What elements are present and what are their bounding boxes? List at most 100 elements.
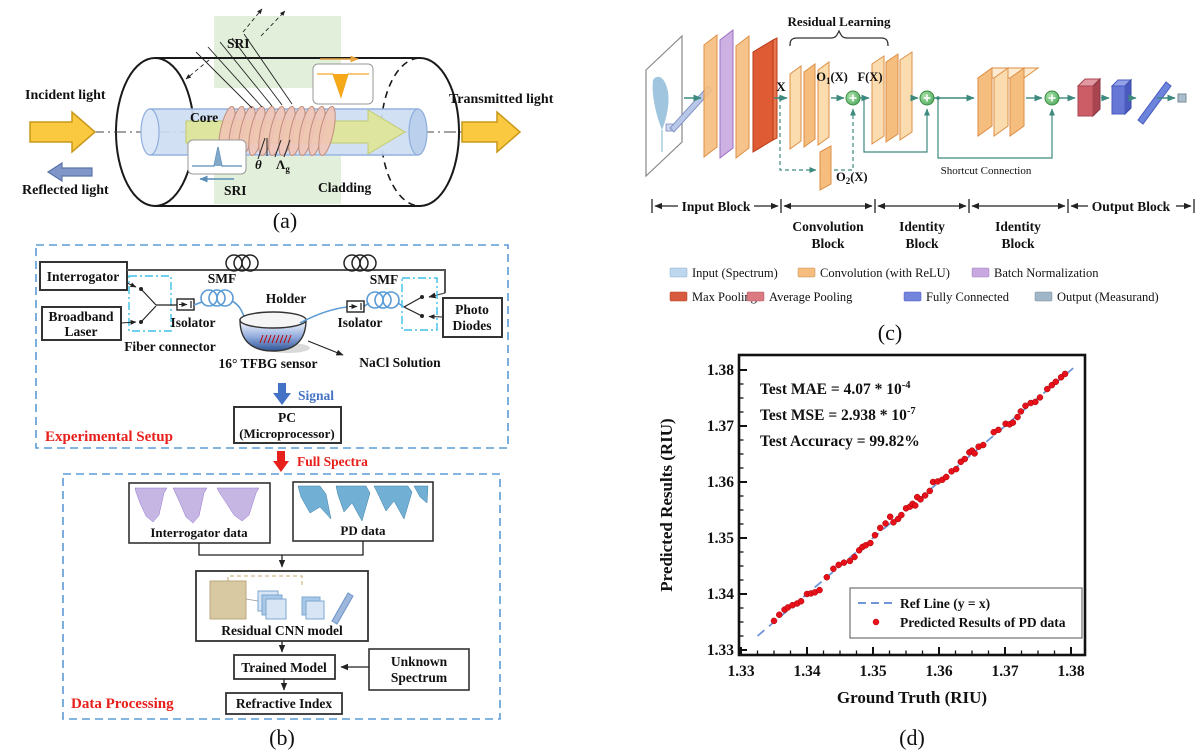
isolator-left-label: Isolator (171, 315, 216, 330)
sri-top-label: SRI (227, 36, 250, 51)
holder-dish (239, 311, 310, 353)
fiber-coil-top-right (343, 254, 377, 272)
signal-label: Signal (298, 388, 334, 403)
identity-block2-label: Identity (995, 219, 1041, 234)
axis-ticks (739, 369, 1072, 655)
unknown-spectrum-label2: Spectrum (391, 670, 448, 685)
legend-swatch-convolution (797, 267, 816, 278)
incident-light-arrow (29, 110, 97, 154)
isolator-left (176, 298, 195, 311)
fiber-connector-label: Fiber connector (124, 339, 216, 354)
transmission-spectrum-inset (312, 55, 374, 105)
legend-label-convolution: Convolution (with ReLU) (820, 266, 950, 280)
identity-block1-label2: Block (905, 236, 938, 251)
fiber-connector-right (401, 277, 444, 331)
panel-b-caption: (b) (269, 725, 295, 750)
full-spectra-label: Full Spectra (297, 454, 368, 469)
convolution-block-layers (789, 61, 830, 150)
broadband-laser-box (41, 306, 122, 341)
add-node-1 (845, 90, 861, 106)
nacl-solution-label: NaCl Solution (359, 355, 441, 370)
output-measurand-node (1177, 93, 1187, 103)
stat-accuracy: Test Accuracy = 99.82% (760, 433, 920, 450)
output-layer-bar (1137, 81, 1172, 125)
panel-d-chart: 1.33 1.34 1.35 1.36 1.37 1.38 1.33 1.34 1.35 1.36… (657, 353, 1087, 750)
legend-swatch-avgpool (746, 291, 765, 302)
photo-diodes-box (442, 297, 503, 338)
interrogator-data-label: Interrogator data (150, 525, 248, 540)
smf-left-label: SMF (208, 271, 237, 286)
svg-text:1.38: 1.38 (707, 362, 734, 379)
unknown-spectrum-label: Unknown (391, 654, 448, 669)
refractive-index-label: Refractive Index (236, 696, 333, 711)
residual-cnn-label: Residual CNN model (221, 623, 343, 638)
x-label: X (776, 79, 786, 94)
legend-label-avgpool: Average Pooling (769, 290, 853, 304)
legend-label-input: Input (Spectrum) (692, 266, 778, 280)
svg-text:1.34: 1.34 (793, 663, 820, 680)
photo-diodes-label: Photo (455, 302, 489, 317)
reflected-light-arrow (46, 161, 93, 183)
fiber-coil-top-left (225, 254, 259, 272)
fx-label: F(X) (858, 70, 883, 84)
panel-a-caption: (a) (273, 208, 297, 233)
experimental-setup-box (35, 244, 509, 449)
svg-text:1.36: 1.36 (707, 474, 734, 491)
data-processing-box (62, 473, 501, 720)
isolator-right (346, 300, 365, 313)
broadband-laser-label2: Laser (65, 324, 98, 339)
photo-diodes-label2: Diodes (452, 318, 491, 333)
convolution-block-label: Convolution (792, 219, 864, 234)
broadband-laser-label: Broadband (48, 309, 114, 324)
legend-refline-label: Ref Line (y = x) (900, 596, 990, 611)
incident-light-label: Incident light (25, 88, 106, 103)
output-block-label: Output Block (1092, 199, 1171, 214)
tilt-angle-label: θ (255, 157, 262, 172)
panel-b: Interrogator Broadband Laser Fiber conne… (10, 235, 610, 755)
experimental-setup-title: Experimental Setup (45, 429, 173, 445)
residual-learning-label: Residual Learning (788, 14, 891, 29)
o1-label: O1(X) (816, 70, 848, 86)
input-block-layers (703, 28, 778, 160)
axis-tick-labels: 1.33 1.34 1.35 1.36 1.37 1.38 1.33 1.34 1.35 1.36… (707, 362, 1085, 680)
tilt-angle-marks (257, 137, 291, 160)
panel-d: 1.33 1.34 1.35 1.36 1.37 1.38 1.33 1.34 1.35 1.36… (640, 345, 1200, 755)
o2-label: O2(X) (836, 170, 868, 186)
reflection-spectrum-inset (187, 139, 247, 183)
pc-label: PC (278, 410, 296, 425)
legend-swatch-output (1034, 291, 1053, 302)
transmitted-light-label: Transmitted light (449, 92, 554, 107)
interrogator-label: Interrogator (47, 269, 119, 284)
legend-label-batchnorm: Batch Normalization (994, 266, 1099, 280)
panel-c-caption: (c) (878, 320, 902, 345)
input-spectrum-thumbnail (652, 76, 669, 130)
panel-a: Incident light Transmitted light Reflect… (0, 0, 620, 235)
sri-bottom-label: SRI (224, 183, 247, 198)
residual-cnn-thumbnail (209, 575, 354, 625)
refractive-index-box (225, 692, 343, 715)
tfbg-sensor-label: 16° TFBG sensor (219, 356, 318, 371)
panel-c-figure: Residual Learning X O1(X) F(X) O2(X) Sho… (645, 14, 1195, 345)
signal-arrow (273, 383, 291, 405)
interrogator-spectra-thumbnail (134, 487, 260, 524)
full-spectra-arrow (273, 451, 289, 472)
panel-b-figure: Interrogator Broadband Laser Fiber conne… (35, 244, 509, 750)
transmitted-light-arrow (461, 110, 522, 154)
panel-c: Residual Learning X O1(X) F(X) O2(X) Sho… (620, 0, 1200, 350)
pc-box (233, 406, 342, 444)
add-node-2 (919, 90, 935, 106)
legend-points-label: Predicted Results of PD data (900, 615, 1066, 630)
legend-swatch-fc (903, 291, 922, 302)
smf-fiber-right (299, 291, 405, 324)
residual-learning-brace (789, 29, 889, 47)
svg-text:1.33: 1.33 (727, 663, 754, 680)
legend-swatch-maxpool (669, 291, 688, 302)
svg-text:1.35: 1.35 (859, 663, 886, 680)
input-block-label: Input Block (682, 199, 751, 214)
residual-dashed-path (778, 96, 856, 173)
legend-label-output: Output (Measurand) (1057, 290, 1159, 304)
identity-block1-label: Identity (899, 219, 945, 234)
grating-period-label: Λg (276, 157, 290, 174)
chart-legend: Ref Line (y = x) Predicted Results of PD… (849, 587, 1083, 639)
